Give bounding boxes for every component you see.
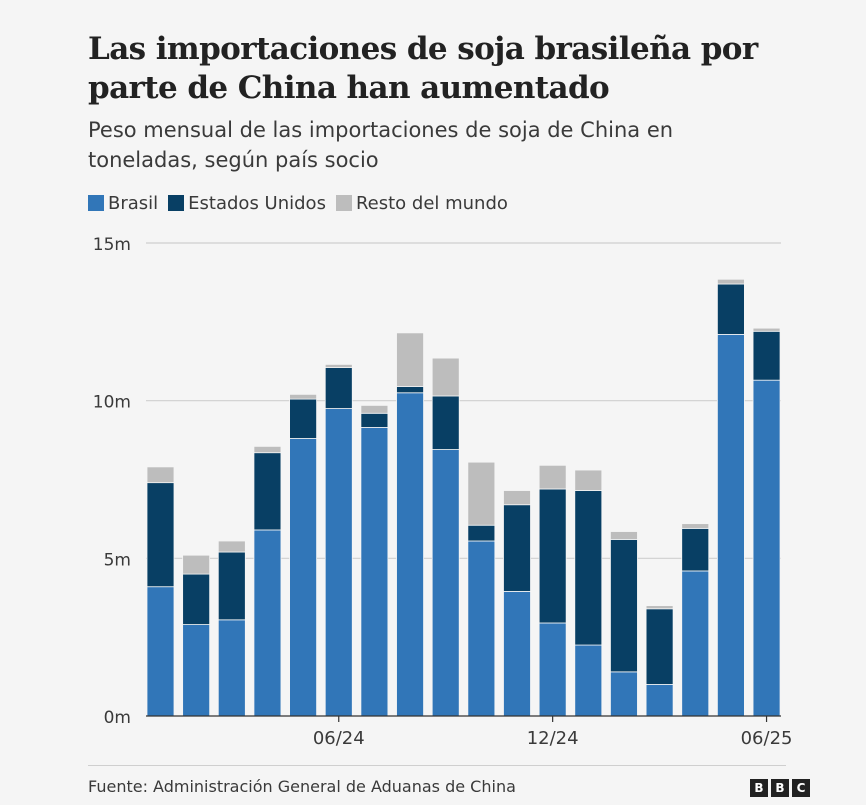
bar-segment: [610, 539, 638, 673]
bar-segment: [396, 392, 424, 717]
bar-segment: [645, 684, 674, 717]
bar-segment: [717, 334, 745, 717]
bar-segment: [431, 449, 460, 717]
bar-segment: [681, 527, 710, 572]
bar-segment: [538, 488, 567, 624]
y-tick-label: 5m: [104, 550, 131, 570]
bar-segment: [610, 671, 638, 717]
bar-segment: [217, 551, 246, 621]
bar-segment: [182, 554, 211, 575]
bar-segment: [503, 504, 531, 592]
legend-label-resto: Resto del mundo: [355, 192, 508, 214]
y-tick-label: 0m: [104, 708, 131, 728]
bar-segment: [752, 327, 781, 332]
bar-segment: [146, 482, 175, 588]
bar-segment: [253, 452, 282, 531]
y-tick-label: 15m: [93, 235, 131, 255]
bar-segment: [645, 608, 674, 685]
bar-segment: [289, 393, 318, 400]
legend-item-estados-unidos: Estados Unidos: [168, 193, 326, 214]
bar-segment: [467, 461, 496, 526]
bar-segment: [360, 404, 389, 414]
x-tick-label: 06/24: [313, 728, 365, 749]
bar-segment: [431, 357, 460, 397]
bbc-logo-letter: C: [792, 779, 810, 797]
bar-segment: [717, 278, 745, 285]
bar-segment: [217, 540, 246, 553]
bbc-logo-letter: B: [771, 779, 789, 797]
bar-segment: [146, 466, 175, 484]
bar-segment: [324, 367, 353, 409]
chart-subtitle: Peso mensual de las importaciones de soj…: [88, 118, 674, 172]
bar-segment: [503, 490, 531, 506]
bar-segment: [574, 490, 603, 646]
bar-segment: [717, 283, 745, 335]
footer-divider: [88, 765, 786, 766]
bar-segment: [538, 622, 567, 717]
bar-segment: [752, 379, 781, 717]
bar-segment: [360, 412, 389, 428]
bar-segment: [681, 523, 710, 529]
bar-segment: [503, 591, 531, 717]
bar-segment: [574, 644, 603, 717]
bar-segment: [538, 464, 567, 490]
source-note: Fuente: Administración General de Aduana…: [88, 777, 516, 796]
bar-segment: [467, 524, 496, 542]
bar-segment: [289, 438, 318, 717]
bar-segment: [217, 619, 246, 717]
legend-label-estados-unidos: Estados Unidos: [188, 192, 326, 214]
legend-label-brasil: Brasil: [108, 192, 159, 214]
bar-segment: [610, 531, 638, 540]
bar-segment: [574, 469, 603, 491]
chart-legend: Brasil Estados Unidos Resto del mundo: [88, 191, 518, 215]
bar-segment: [182, 573, 211, 625]
bar-segment: [681, 570, 710, 717]
bar-segment: [396, 332, 424, 387]
bar-segment: [396, 386, 424, 394]
bar-segment: [324, 408, 353, 717]
legend-item-brasil: Brasil: [88, 193, 158, 214]
bar-segment: [431, 395, 460, 450]
y-tick-label: 10m: [93, 393, 131, 413]
bbc-logo: B B C: [750, 779, 813, 797]
legend-swatch-resto: [335, 195, 352, 211]
bar-segment: [752, 330, 781, 381]
bbc-logo-letter: B: [750, 779, 768, 797]
bar-segment: [289, 398, 318, 439]
legend-item-resto: Resto del mundo: [335, 192, 508, 214]
x-tick-label: 12/24: [527, 728, 579, 749]
bar-segment: [146, 586, 175, 717]
bar-segment: [253, 445, 282, 454]
bar-segment: [360, 427, 389, 717]
bar-segment: [324, 364, 353, 368]
x-tick-label: 06/25: [741, 728, 793, 749]
chart-title: Las importaciones de soja brasileña por …: [88, 31, 758, 106]
bar-segment: [467, 540, 496, 717]
bar-segment: [645, 605, 674, 610]
bar-segment: [182, 624, 211, 717]
legend-swatch-estados-unidos: [168, 195, 185, 211]
legend-swatch-brasil: [88, 195, 104, 211]
bar-segment: [253, 529, 282, 717]
